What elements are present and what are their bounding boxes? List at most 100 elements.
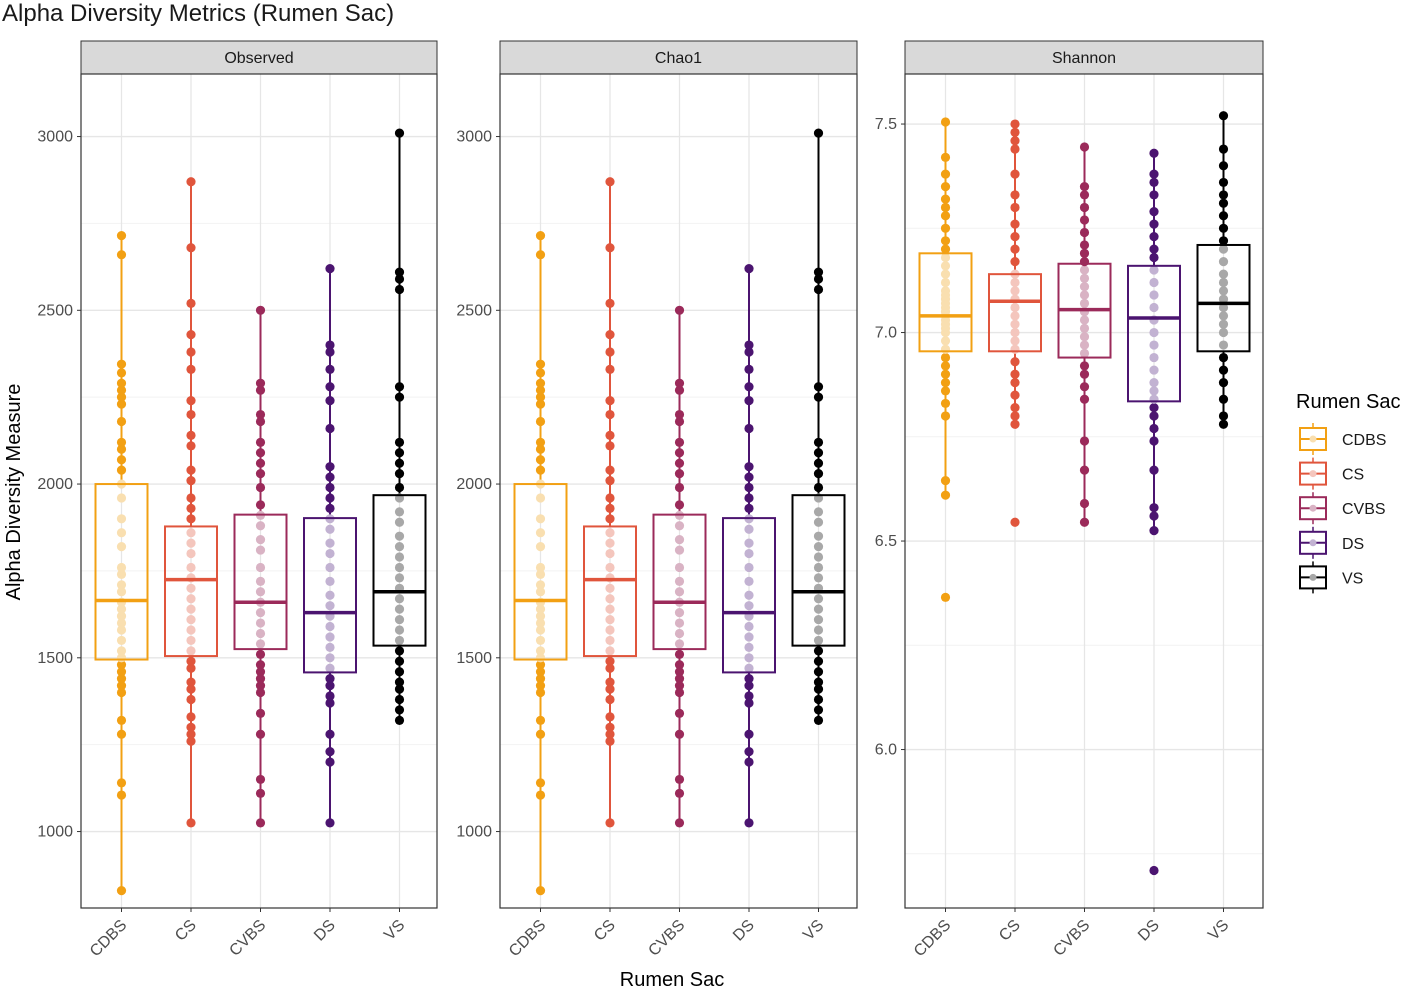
data-point	[116, 444, 127, 454]
data-point	[116, 604, 127, 614]
data-point	[605, 396, 615, 406]
data-point	[116, 437, 127, 447]
box-iqr	[164, 525, 218, 658]
data-point	[605, 243, 615, 253]
data-point	[255, 649, 266, 659]
data-point	[1149, 327, 1159, 338]
data-point	[535, 385, 546, 395]
data-point	[813, 614, 824, 625]
y-tick-label: 2500	[37, 302, 73, 319]
y-tick-label: 6.0	[875, 742, 897, 759]
data-point	[605, 298, 615, 308]
y-tick-label: 2000	[37, 476, 73, 493]
data-point	[186, 548, 196, 559]
data-point	[186, 364, 196, 374]
data-point	[605, 594, 615, 604]
data-point	[1218, 257, 1229, 267]
data-point	[325, 493, 335, 503]
data-point	[605, 514, 615, 524]
data-point	[1149, 244, 1159, 254]
data-point	[744, 576, 754, 586]
data-point	[186, 722, 196, 732]
data-point	[535, 416, 546, 427]
legend-label: CVBS	[1342, 501, 1386, 518]
data-point	[186, 818, 196, 828]
data-point	[744, 621, 754, 632]
data-point	[1149, 252, 1159, 263]
data-point	[535, 667, 546, 677]
data-point	[116, 569, 127, 580]
data-point	[940, 336, 951, 346]
data-point	[325, 562, 335, 573]
data-point	[813, 635, 824, 646]
data-point	[1149, 177, 1159, 188]
data-point	[186, 538, 196, 548]
data-point	[325, 653, 335, 663]
data-point	[116, 886, 127, 896]
data-point	[813, 715, 824, 725]
data-point	[535, 618, 546, 628]
data-point	[744, 663, 754, 673]
data-point	[1079, 340, 1090, 350]
data-point	[674, 378, 685, 388]
data-point	[116, 681, 127, 691]
data-point	[1079, 202, 1090, 213]
data-point	[535, 465, 546, 475]
data-point	[535, 230, 546, 241]
y-tick-label: 2000	[456, 476, 492, 493]
data-point	[1218, 177, 1229, 188]
data-point	[1010, 286, 1020, 296]
data-point	[535, 444, 546, 454]
data-point	[255, 500, 266, 510]
data-point	[535, 250, 546, 260]
y-tick-label: 1000	[456, 824, 492, 841]
legend-key-point	[1309, 573, 1317, 581]
data-point	[535, 660, 546, 670]
data-point	[186, 243, 196, 253]
data-point	[186, 409, 196, 420]
data-point	[744, 538, 754, 548]
x-tick-label: CDBS	[506, 917, 549, 960]
data-point	[674, 587, 685, 597]
data-point	[744, 472, 754, 482]
strip-chao1	[499, 40, 858, 75]
data-point	[186, 594, 196, 604]
data-point	[1010, 419, 1020, 429]
data-point	[1079, 227, 1090, 238]
data-point	[1218, 198, 1229, 208]
data-point	[744, 482, 754, 493]
data-point	[744, 632, 754, 642]
data-point	[535, 392, 546, 402]
data-point	[186, 646, 196, 656]
data-point	[813, 284, 824, 295]
data-point	[325, 747, 335, 757]
data-point	[1079, 273, 1090, 283]
data-point	[1218, 190, 1229, 200]
legend-key-point	[1309, 504, 1317, 512]
data-point	[186, 663, 196, 673]
data-point	[116, 514, 127, 524]
data-point	[744, 747, 754, 757]
data-point	[605, 528, 615, 538]
data-point	[255, 437, 266, 447]
data-point	[1218, 161, 1229, 171]
data-point	[674, 535, 685, 545]
data-point	[255, 482, 266, 493]
box-iqr	[1196, 243, 1251, 353]
data-point	[605, 430, 615, 440]
data-point	[1010, 357, 1020, 367]
boxplot-cdbs	[918, 117, 973, 602]
data-point	[1149, 465, 1159, 475]
data-point	[744, 462, 754, 472]
data-point	[940, 236, 951, 246]
x-tick-label: CDBS	[911, 917, 954, 960]
data-point	[186, 298, 196, 308]
data-point	[605, 475, 615, 486]
data-point	[1010, 302, 1020, 313]
data-point	[325, 601, 335, 611]
data-point	[1218, 294, 1229, 304]
data-point	[394, 284, 405, 295]
legend-entry-cdbs: CDBS	[1299, 423, 1386, 455]
data-point	[1010, 257, 1020, 267]
data-point	[186, 712, 196, 722]
